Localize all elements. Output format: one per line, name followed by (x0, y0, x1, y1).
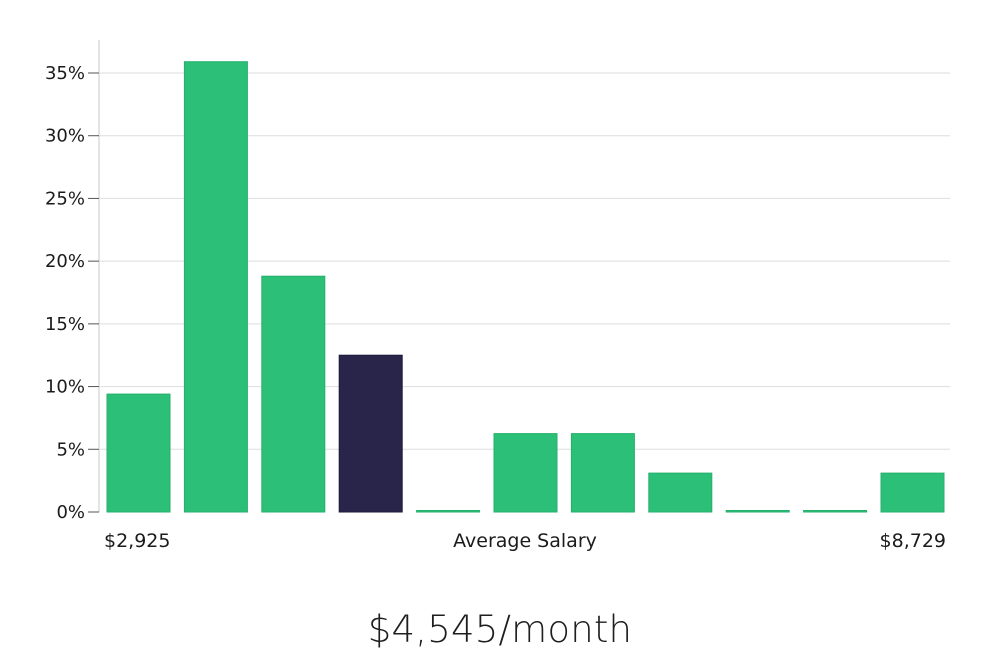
histogram-bar (803, 510, 868, 513)
salary-histogram-chart: 0% 5% 10% 15% 20% 25% 30% 35% $2,925 Average Sa… (45, 40, 950, 552)
y-tick-label: 10% (45, 377, 85, 398)
histogram-bar (880, 472, 945, 513)
y-tick-label: 35% (45, 63, 85, 84)
average-salary-value: $4,545/month (367, 608, 633, 651)
y-tick-label: 15% (45, 314, 85, 335)
y-tick-label: 5% (56, 439, 85, 460)
y-tick-labels: 0% 5% 10% 15% 20% 25% 30% 35% (45, 63, 99, 523)
y-tick-label: 0% (56, 502, 85, 523)
histogram-bar (493, 433, 558, 513)
y-tick-label: 30% (45, 126, 85, 147)
x-min-label: $2,925 (104, 530, 170, 552)
histogram-bar (183, 61, 248, 513)
histogram-bar (648, 472, 713, 513)
x-center-label: Average Salary (453, 530, 597, 552)
y-tick-label: 20% (45, 251, 85, 272)
histogram-bar (570, 433, 635, 513)
histogram-bar (106, 393, 171, 513)
histogram-bar-highlight (338, 354, 403, 513)
histogram-bar (261, 275, 326, 513)
histogram-bars (106, 61, 945, 513)
histogram-bar (725, 510, 790, 513)
histogram-bar (416, 510, 481, 513)
y-tick-label: 25% (45, 188, 85, 209)
x-max-label: $8,729 (880, 530, 946, 552)
